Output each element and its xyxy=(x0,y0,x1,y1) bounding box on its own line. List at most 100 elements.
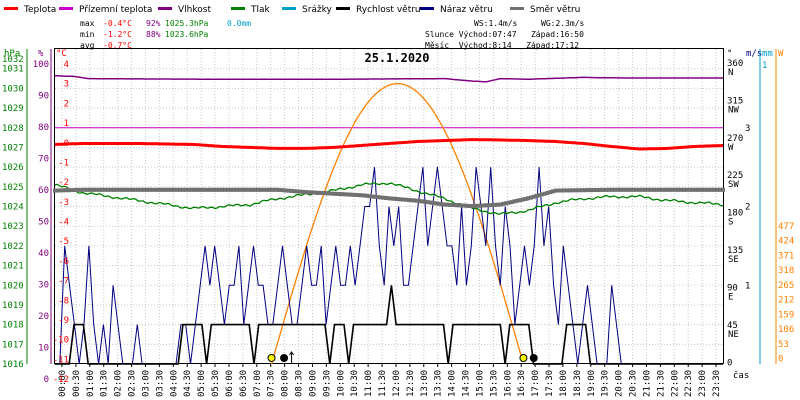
wind-dir-mark xyxy=(595,188,600,192)
pressure-tick-label: 1023 xyxy=(2,222,24,232)
wind-dir-mark xyxy=(601,187,606,192)
wind-dir-mark xyxy=(459,203,464,208)
stat-max-rain: 0.0mm xyxy=(227,19,251,28)
x-tick-label: 05:00 xyxy=(197,370,207,397)
humidity-tick-label: 0 xyxy=(44,375,49,385)
wind-dir-mark xyxy=(195,187,199,192)
humidity-axis-unit: % xyxy=(38,49,44,59)
wind-dir-mark xyxy=(325,191,330,196)
wind-dir-mark xyxy=(693,187,698,192)
wind-dir-mark xyxy=(133,187,138,192)
wind-dir-mark xyxy=(712,187,717,192)
wind-dir-compass-label: N xyxy=(728,68,733,78)
wind-dir-mark xyxy=(470,204,475,209)
wind-dir-mark xyxy=(356,193,361,198)
stat-min-press: 1023.6hPa xyxy=(165,30,209,39)
wind-dir-mark xyxy=(414,198,419,203)
wind-dir-mark xyxy=(698,187,703,192)
wind-dir-mark xyxy=(684,187,689,192)
wind-dir-mark xyxy=(523,197,528,201)
sunset-marker xyxy=(519,354,528,362)
wind-dir-mark xyxy=(353,192,358,197)
pressure-tick-label: 1026 xyxy=(2,163,24,173)
wind-dir-mark xyxy=(645,187,650,192)
wind-dir-mark xyxy=(490,203,494,207)
wind-dir-mark xyxy=(370,194,375,199)
wind-dir-mark xyxy=(501,201,506,206)
x-tick-label: 19:00 xyxy=(587,370,597,397)
temperature-tick-label: -12 xyxy=(53,375,69,385)
wind-dir-mark xyxy=(662,187,667,192)
wind-dir-mark xyxy=(167,187,172,192)
wind-dir-mark xyxy=(66,188,71,193)
sun-arrow-marker xyxy=(289,351,294,364)
wind-dir-mark xyxy=(623,187,628,192)
sun-tick-label: 318 xyxy=(778,266,794,276)
wind-dir-mark xyxy=(94,187,99,192)
wind-dir-mark xyxy=(451,203,455,207)
wind-dir-mark xyxy=(97,187,102,192)
wind-dir-compass-label: W xyxy=(728,143,734,153)
wind-dir-compass-label: SE xyxy=(728,255,739,265)
wind-dir-mark xyxy=(53,188,57,193)
temperature-tick-label: 3 xyxy=(64,80,69,90)
stat-max-temp: -0.4°C xyxy=(103,19,132,28)
wind-dir-mark xyxy=(233,187,238,192)
wind-dir-mark xyxy=(348,192,352,197)
x-tick-label: 09:00 xyxy=(308,370,318,397)
humidity-tick-label: 40 xyxy=(38,249,49,259)
wind-dir-mark xyxy=(256,187,261,192)
wind-dir-mark xyxy=(420,199,425,204)
x-tick-label: 17:30 xyxy=(545,370,555,397)
wind-dir-mark xyxy=(231,187,236,192)
sun-tick-label: 53 xyxy=(778,340,789,350)
wind-dir-mark xyxy=(395,197,400,201)
wind-dir-compass-label: E xyxy=(728,292,733,302)
x-tick-label: 20:30 xyxy=(629,370,639,397)
wind-dir-mark xyxy=(587,188,592,193)
wind-dir-mark xyxy=(117,187,121,192)
stat-min-temp: -1.2°C xyxy=(103,30,132,39)
wind-dir-mark xyxy=(75,187,80,192)
wind-dir-mark xyxy=(673,187,678,192)
wind-dir-mark xyxy=(437,201,442,206)
wind-dir-mark xyxy=(64,188,69,193)
wind-dir-mark xyxy=(169,187,174,192)
sun-tick-label: 424 xyxy=(778,237,794,247)
wind-dir-mark xyxy=(281,188,286,193)
wind-dir-mark xyxy=(481,203,486,208)
wind-dir-mark xyxy=(620,187,625,192)
wind-dir-mark xyxy=(584,188,589,193)
wind-dir-mark xyxy=(373,194,378,199)
moonset-marker xyxy=(529,354,538,362)
wind-dir-mark xyxy=(640,187,645,192)
wind-dir-mark xyxy=(637,187,642,192)
wind-dir-mark xyxy=(515,198,519,203)
humidity-tick-label: 10 xyxy=(38,344,49,354)
stats-block: max -0.4°C 92% 1025.3hPa 0.0mm min -1.2°… xyxy=(80,19,585,50)
wind-speed-axis-unit: m/s xyxy=(746,49,762,59)
temperature-tick-label: -3 xyxy=(58,198,69,208)
axes: 00:00 00:30 01:00 01:30 02:00 02:30 03:00 03:30… xyxy=(2,49,794,397)
wind-dir-mark xyxy=(476,203,481,208)
x-tick-label: 11:30 xyxy=(378,370,388,397)
wind-dir-mark xyxy=(350,192,355,197)
wind-dir-mark xyxy=(105,187,110,192)
wind-dir-mark xyxy=(556,188,561,193)
wind-dir-mark xyxy=(456,203,461,208)
wind-dir-tick-label: 135 xyxy=(727,246,743,256)
wind-dir-mark xyxy=(473,204,478,208)
legend-swatch xyxy=(336,7,350,10)
x-tick-label: 03:00 xyxy=(141,370,151,397)
wind-dir-mark xyxy=(314,190,319,195)
wind-dir-mark xyxy=(236,187,241,192)
pressure-tick-label: 1024 xyxy=(2,203,24,213)
wind-dir-mark xyxy=(526,196,531,201)
wind-dir-mark xyxy=(537,193,542,198)
temperature-tick-label: 2 xyxy=(64,99,69,109)
x-tick-label: 14:30 xyxy=(462,370,472,397)
temperature-axis-unit: °C xyxy=(56,49,67,59)
x-tick-label: 23:30 xyxy=(712,370,722,397)
wind-dir-mark xyxy=(448,202,453,207)
wind-dir-mark xyxy=(186,187,191,192)
